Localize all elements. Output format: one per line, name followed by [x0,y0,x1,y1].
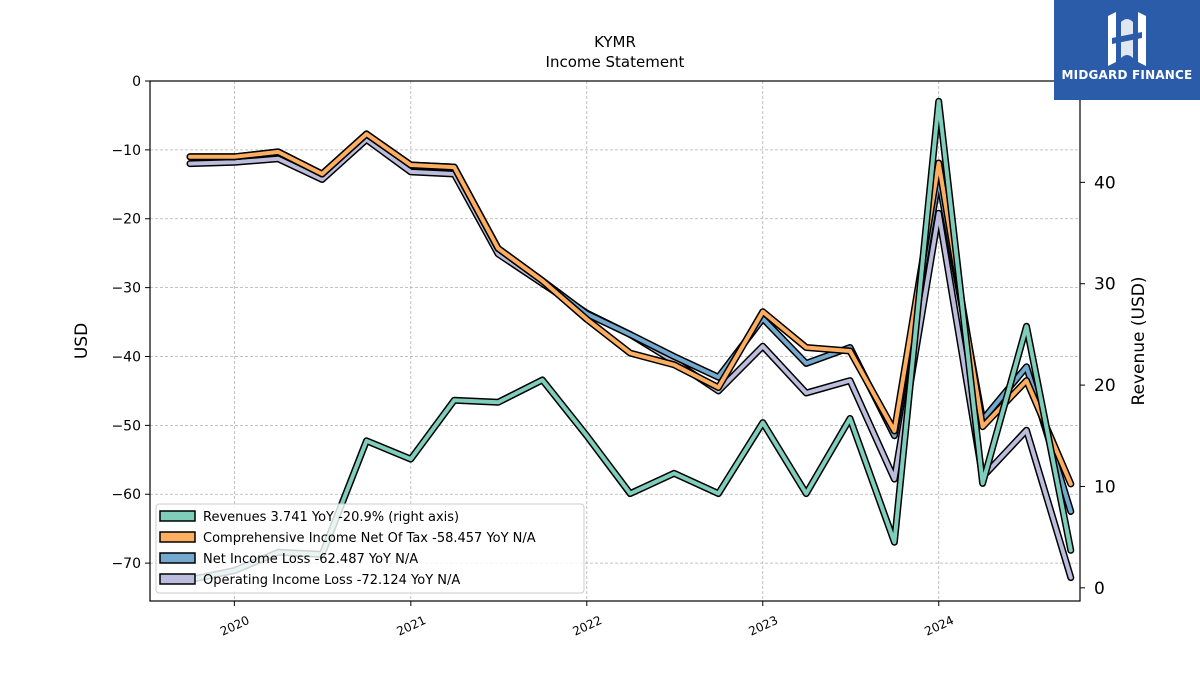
left-tick-label: −50 [111,418,141,434]
left-tick-label: −40 [111,349,141,365]
left-tick-label: −70 [111,556,141,572]
legend-label: Comprehensive Income Net Of Tax -58.457 … [203,531,536,546]
legend-label: Operating Income Loss -72.124 YoY N/A [203,573,460,588]
chart-subtitle: Income Statement [546,53,685,71]
legend-swatch [159,510,196,522]
brand-logo-icon [1108,12,1146,66]
right-axis: 0 10 20 30 40 [1080,173,1116,599]
left-axis-label: USD [72,323,92,359]
legend: Revenues 3.741 YoY -20.9% (right axis) Co… [155,503,585,594]
x-tick-label: 2021 [394,613,428,639]
legend-swatch [159,552,196,564]
x-tick-label: 2023 [746,613,780,639]
right-tick-label: 20 [1094,376,1116,396]
brand-logo: MIDGARD FINANCE [1054,0,1200,100]
brand-name: MIDGARD FINANCE [1061,68,1193,82]
right-tick-label: 10 [1094,477,1116,497]
plot-frame [149,80,1081,602]
legend-box [155,503,585,594]
x-tick-label: 2020 [218,613,252,639]
left-tick-label: −10 [111,143,141,159]
left-tick-label: −60 [111,487,141,503]
left-tick-label: 0 [132,74,141,90]
legend-swatch [159,573,196,585]
right-tick-label: 30 [1094,275,1116,295]
legend-label: Revenues 3.741 YoY -20.9% (right axis) [203,510,459,525]
x-axis: 2020 2021 2022 2023 2024 [218,601,956,639]
right-axis-label: Revenue (USD) [1129,276,1149,405]
left-axis: 0 −10 −20 −30 −40 −50 −60 −70 [111,74,150,572]
left-tick-label: −20 [111,212,141,228]
right-tick-label: 0 [1094,579,1105,599]
x-tick-label: 2022 [570,613,604,639]
chart-title: KYMR [594,33,636,51]
legend-swatch [159,531,196,543]
right-tick-label: 40 [1094,173,1116,193]
legend-label: Net Income Loss -62.487 YoY N/A [203,552,418,567]
x-tick-label: 2024 [922,613,956,639]
left-tick-label: −30 [111,281,141,297]
grid-lines [150,80,1080,601]
